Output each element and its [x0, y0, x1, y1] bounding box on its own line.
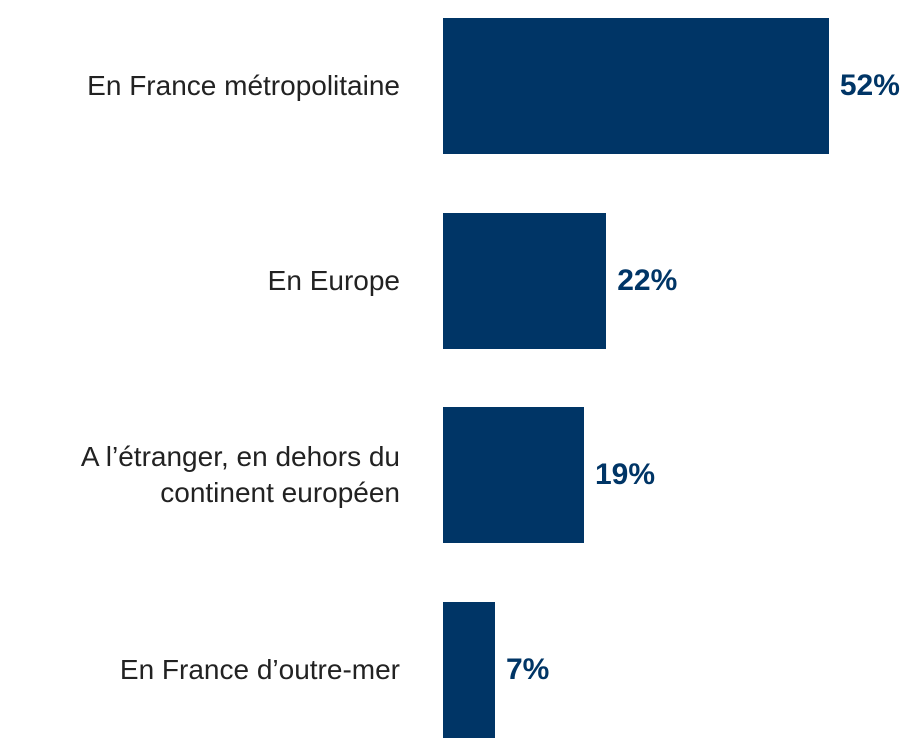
category-label: En Europe	[267, 264, 400, 296]
value-label: 19%	[594, 458, 656, 491]
value-label: 22%	[617, 263, 678, 297]
bar	[443, 18, 829, 154]
bar	[443, 407, 584, 543]
category-label: A l’étranger, en dehors du continent eur…	[80, 441, 400, 508]
value-label: 7%	[505, 652, 550, 686]
bar	[443, 212, 607, 349]
bar	[443, 601, 495, 738]
category-label: En France d’outre-mer	[119, 653, 400, 685]
value-label: 52%	[839, 69, 900, 102]
category-label: En France métropolitaine	[87, 70, 400, 101]
